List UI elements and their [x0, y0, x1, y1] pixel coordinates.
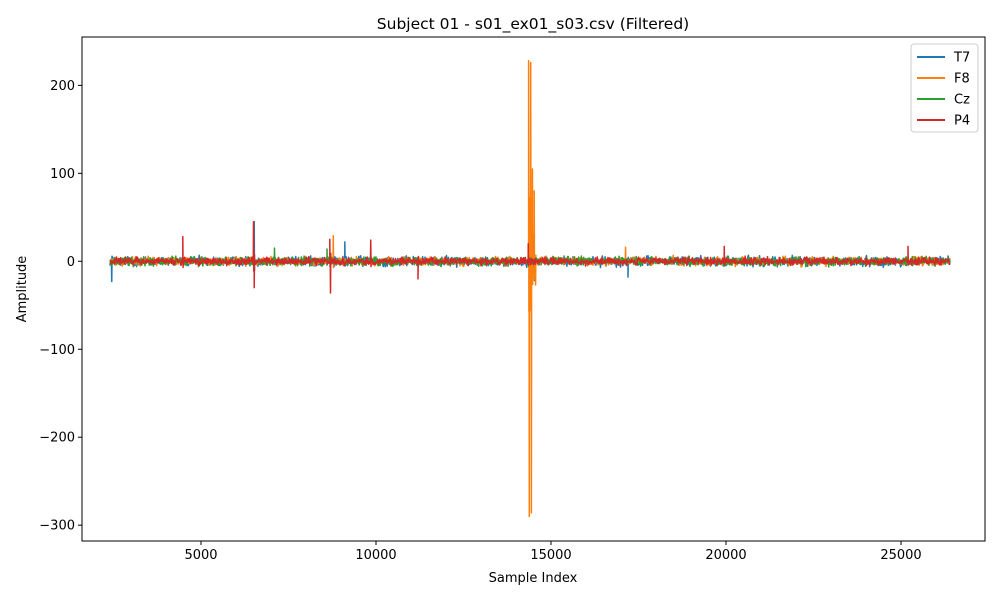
plot-area: [109, 60, 951, 518]
legend-box: [910, 43, 979, 133]
legend-label-cz: Cz: [954, 93, 970, 108]
legend-label-f8: F8: [954, 72, 970, 87]
y-axis-label: Amplitude: [15, 256, 30, 323]
y-tick-label: −100: [39, 343, 75, 358]
y-tick-label: −200: [39, 431, 75, 446]
legend-label-p4: P4: [954, 114, 970, 129]
y-tick-label: 0: [67, 255, 75, 270]
y-axis: −300 −200 −100 0 100 200: [39, 79, 82, 534]
x-tick-label: 25000: [880, 548, 921, 563]
y-tick-label: −300: [39, 519, 75, 534]
x-axis: 5000 10000 15000 20000 25000: [184, 541, 922, 563]
x-axis-label: Sample Index: [489, 571, 578, 586]
chart-title: Subject 01 - s01_ex01_s03.csv (Filtered): [377, 15, 689, 34]
x-tick-label: 10000: [355, 548, 396, 563]
y-tick-label: 200: [50, 79, 75, 94]
x-tick-label: 5000: [184, 548, 217, 563]
plot-frame: [81, 36, 986, 542]
y-tick-label: 100: [50, 167, 75, 182]
x-tick-label: 15000: [530, 548, 571, 563]
x-tick-label: 20000: [705, 548, 746, 563]
legend: T7 F8 Cz P4: [910, 43, 979, 133]
series-layer: [109, 60, 951, 518]
series-line-p4: [109, 220, 951, 294]
legend-label-t7: T7: [953, 51, 970, 66]
